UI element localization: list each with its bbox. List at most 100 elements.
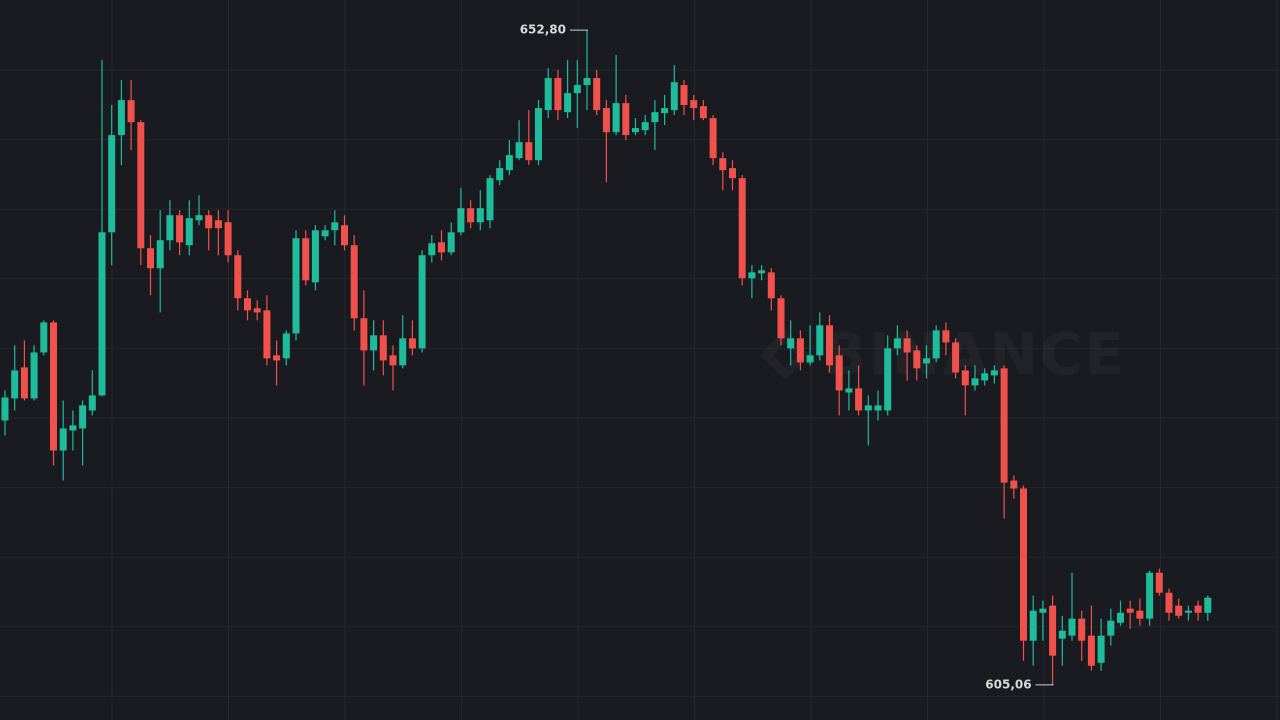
candle-body xyxy=(971,378,979,386)
candle-body xyxy=(758,270,766,274)
candle-body xyxy=(20,367,28,399)
candle-body xyxy=(1204,597,1212,613)
candle-body xyxy=(205,215,213,229)
candle-body xyxy=(1097,635,1105,663)
candle-body xyxy=(942,330,950,343)
candle-body xyxy=(699,106,707,119)
candle-body xyxy=(990,370,998,376)
candle-body xyxy=(806,355,814,363)
candle-body xyxy=(952,342,960,373)
candle-body xyxy=(612,103,620,133)
candle-body xyxy=(641,122,649,131)
candle-body xyxy=(729,168,736,179)
candle-body xyxy=(379,335,387,361)
candle-body xyxy=(622,103,630,136)
candle-body xyxy=(438,242,445,253)
candle-body xyxy=(447,232,455,253)
annotation-label: 605,06 xyxy=(985,677,1031,691)
candle-body xyxy=(602,108,610,133)
candle-body xyxy=(787,338,795,349)
candle-body xyxy=(408,338,416,349)
candle-body xyxy=(1194,605,1202,613)
candle-body xyxy=(234,255,242,299)
candle-body xyxy=(1020,488,1027,641)
candle-body xyxy=(166,215,174,241)
candle-body xyxy=(360,318,368,351)
candle-body xyxy=(137,122,145,249)
candles xyxy=(1,30,1212,685)
candle-body xyxy=(117,100,125,136)
candle-body xyxy=(1136,610,1144,619)
watermark: BINANCE xyxy=(822,320,1126,388)
candle-body xyxy=(583,78,591,86)
candle-body xyxy=(263,310,271,359)
candle-body xyxy=(525,142,533,161)
candle-body xyxy=(244,298,251,311)
candle-body xyxy=(515,142,523,159)
candle-body xyxy=(1078,618,1086,641)
candle-body xyxy=(302,238,310,281)
candle-body xyxy=(253,308,261,313)
candle-body xyxy=(273,355,281,361)
candle-body xyxy=(748,272,756,279)
candle-body xyxy=(1000,368,1008,483)
annotation-label: 652,80 xyxy=(520,23,566,37)
candle-body xyxy=(544,78,552,111)
candle-body xyxy=(505,155,513,171)
annotations: 652,80 605,06 xyxy=(520,23,1054,691)
candle-body xyxy=(88,395,96,411)
candle-body xyxy=(457,208,465,233)
candle-body xyxy=(50,322,57,451)
candle-body xyxy=(893,338,901,349)
candle-body xyxy=(311,230,319,283)
candle-body xyxy=(593,78,601,111)
candle-body xyxy=(884,348,892,411)
candle-body xyxy=(796,338,804,363)
candle-body xyxy=(709,118,717,159)
candle-body xyxy=(1146,572,1154,619)
candle-body xyxy=(690,100,698,109)
candle-body xyxy=(428,243,436,256)
candle-body xyxy=(399,338,407,366)
candle-body xyxy=(195,215,203,221)
candle-body xyxy=(176,215,184,243)
candle-body xyxy=(913,350,921,369)
candle-body xyxy=(1155,572,1163,593)
candle-body xyxy=(1010,480,1018,489)
candle-body xyxy=(476,208,484,223)
candle-body xyxy=(535,108,542,161)
candle-body xyxy=(554,78,562,111)
candle-body xyxy=(1049,605,1057,656)
candle-body xyxy=(777,298,785,339)
candle-body xyxy=(738,178,746,279)
candle-body xyxy=(1165,592,1173,613)
candle-body xyxy=(864,405,872,411)
candle-body xyxy=(923,358,930,364)
candle-body xyxy=(845,388,853,393)
candle-body xyxy=(98,232,106,396)
candle-body xyxy=(224,222,232,256)
candle-body xyxy=(1184,610,1192,613)
candle-body xyxy=(389,355,397,366)
candle-body xyxy=(30,352,38,399)
candle-body xyxy=(69,425,77,431)
candle-body xyxy=(59,428,67,451)
candle-body xyxy=(282,333,290,359)
candle-body xyxy=(370,335,378,351)
candle-body xyxy=(350,245,358,319)
candle-body xyxy=(1058,630,1066,639)
candle-body xyxy=(981,373,989,381)
candle-body xyxy=(961,370,969,386)
candle-body xyxy=(903,338,911,353)
candle-body xyxy=(670,82,678,111)
candle-body xyxy=(1039,608,1047,613)
candle-body xyxy=(108,135,116,233)
candle-body xyxy=(1117,612,1124,623)
candle-body xyxy=(719,158,727,171)
candle-body xyxy=(467,208,475,223)
candle-body xyxy=(1068,618,1076,636)
candle-body xyxy=(1087,635,1095,666)
candle-body xyxy=(214,220,222,229)
